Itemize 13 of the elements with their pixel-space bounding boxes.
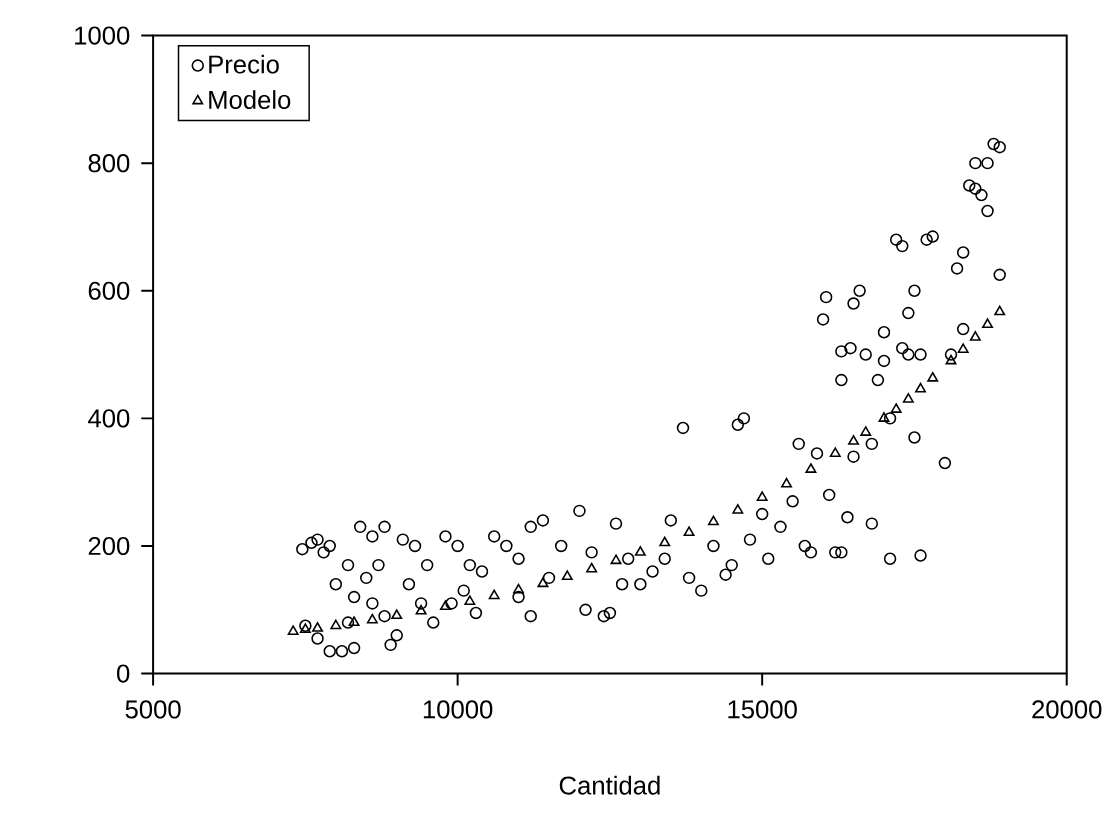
y-tick-label: 600 — [88, 281, 130, 300]
legend-label: Precio — [209, 54, 279, 74]
y-tick-label: 200 — [88, 537, 130, 556]
legend-label: Modelo — [209, 90, 291, 110]
y-tick-label: 0 — [117, 664, 130, 683]
x-tick-label: 15000 — [728, 700, 797, 719]
x-axis-title: Cantidad — [559, 775, 660, 795]
y-tick-label: 400 — [88, 409, 130, 428]
x-tick-label: 5000 — [125, 700, 181, 719]
x-tick-label: 20000 — [1032, 700, 1102, 719]
x-tick-label: 10000 — [423, 700, 493, 719]
y-tick-label: 800 — [88, 154, 130, 173]
y-tick-label: 1000 — [75, 26, 130, 45]
